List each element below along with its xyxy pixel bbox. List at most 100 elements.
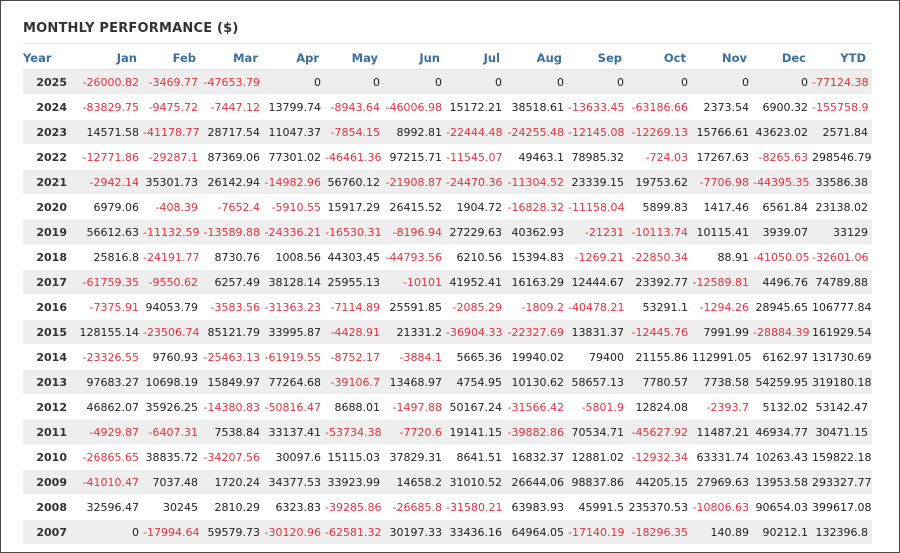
value-cell-jul: -2085.29 — [446, 294, 506, 320]
value-cell-sep: 23339.15 — [568, 169, 628, 195]
column-header-jan: Jan — [73, 47, 143, 70]
table-row: 2017 -61759.35 -9550.62 6257.49 38128.14 2595… — [23, 269, 872, 295]
value-cell-oct: -724.03 — [628, 144, 692, 170]
value-cell-nov: -2393.7 — [692, 394, 753, 420]
value-cell-aug: 40362.93 — [506, 219, 568, 245]
value-cell-apr: 33995.87 — [264, 319, 325, 345]
value-cell-jul: 4754.95 — [446, 369, 506, 395]
column-header-jul: Jul — [446, 47, 506, 70]
value-cell-feb: 94053.79 — [143, 294, 202, 320]
value-cell-mar: 15849.97 — [202, 369, 264, 395]
value-cell-may: 44303.45 — [325, 244, 384, 270]
table-row: 2022 -12771.86 -29287.1 87369.06 77301.02 -46… — [23, 144, 872, 170]
year-cell: 2007 — [23, 519, 73, 545]
value-cell-mar: -25463.13 — [202, 344, 264, 370]
value-cell-aug: -1809.2 — [506, 294, 568, 320]
table-row: 2019 56612.63 -11132.59 -13589.88 -24336.21-… — [23, 219, 872, 245]
value-cell-feb: -408.39 — [143, 194, 202, 220]
value-cell-may: 15115.03 — [325, 444, 384, 470]
value-cell-jul: -22444.48 — [446, 119, 506, 145]
value-cell-jun: -10101 — [384, 269, 446, 295]
value-cell-may: -7854.15 — [325, 119, 384, 145]
value-cell-mar: -34207.56 — [202, 444, 264, 470]
value-cell-ytd: 74789.88 — [812, 269, 872, 295]
value-cell-may: 0 — [325, 69, 384, 95]
value-cell-aug: -24255.48 — [506, 119, 568, 145]
year-cell: 2010 — [23, 444, 73, 470]
value-cell-jan: -26000.82 — [73, 69, 143, 95]
table-row: 2018 25816.8 -24191.77 8730.76 1008.56 44303.… — [23, 244, 872, 270]
value-cell-aug: 63983.93 — [506, 494, 568, 520]
value-cell-sep: 98837.86 — [568, 469, 628, 495]
panel-title: MONTHLY PERFORMANCE ($) — [23, 21, 239, 36]
year-cell: 2012 — [23, 394, 73, 420]
value-cell-jun: 37829.31 — [384, 444, 446, 470]
value-cell-sep: 70534.71 — [568, 419, 628, 445]
value-cell-oct: 53291.1 — [628, 294, 692, 320]
value-cell-mar: -14380.83 — [202, 394, 264, 420]
value-cell-aug: -16828.32 — [506, 194, 568, 220]
value-cell-mar: -7652.4 — [202, 194, 264, 220]
value-cell-oct: 0 — [628, 69, 692, 95]
value-cell-jun: 25591.85 — [384, 294, 446, 320]
value-cell-feb: -24191.77 — [143, 244, 202, 270]
value-cell-jan: 32596.47 — [73, 494, 143, 520]
value-cell-nov: 7738.58 — [692, 369, 753, 395]
value-cell-nov: -10806.63 — [692, 494, 753, 520]
value-cell-apr: 34377.53 — [264, 469, 325, 495]
value-cell-jun: -7720.6 — [384, 419, 446, 445]
value-cell-apr: 38128.14 — [264, 269, 325, 295]
year-cell: 2014 — [23, 344, 73, 370]
value-cell-aug: -11304.52 — [506, 169, 568, 195]
value-cell-mar: -3583.56 — [202, 294, 264, 320]
value-cell-ytd: 161929.54 — [812, 319, 872, 345]
value-cell-dec: 46934.77 — [753, 419, 812, 445]
value-cell-sep: -13633.45 — [568, 94, 628, 120]
value-cell-aug: 38518.61 — [506, 94, 568, 120]
value-cell-mar: 7538.84 — [202, 419, 264, 445]
column-header-mar: Mar — [202, 47, 264, 70]
value-cell-apr: 77264.68 — [264, 369, 325, 395]
value-cell-may: 56760.12 — [325, 169, 384, 195]
value-cell-ytd: 33129 — [812, 219, 872, 245]
value-cell-oct: 44205.15 — [628, 469, 692, 495]
value-cell-apr: 6323.83 — [264, 494, 325, 520]
value-cell-sep: -5801.9 — [568, 394, 628, 420]
year-cell: 2013 — [23, 369, 73, 395]
value-cell-sep: 12881.02 — [568, 444, 628, 470]
value-cell-jan: -23326.55 — [73, 344, 143, 370]
value-cell-mar: 87369.06 — [202, 144, 264, 170]
table-row: 2014 -23326.55 9760.93 -25463.13 -61919.55 -8… — [23, 344, 872, 370]
year-cell: 2018 — [23, 244, 73, 270]
value-cell-may: -39106.7 — [325, 369, 384, 395]
value-cell-ytd: 298546.79 — [812, 144, 872, 170]
table-header-row: Year Jan Feb Mar Apr May Jun Jul Aug Sep Oct Nov Dec… — [23, 47, 872, 70]
table-row: 2007 0 -17994.64 59579.73 -30120.96 -62581.32… — [23, 519, 872, 545]
value-cell-feb: -3469.77 — [143, 69, 202, 95]
value-cell-may: -16530.31 — [325, 219, 384, 245]
value-cell-jun: -26685.8 — [384, 494, 446, 520]
title-divider — [23, 43, 872, 44]
value-cell-ytd: 106777.84 — [812, 294, 872, 320]
value-cell-jul: 31010.52 — [446, 469, 506, 495]
value-cell-jul: 15172.21 — [446, 94, 506, 120]
value-cell-apr: -31363.23 — [264, 294, 325, 320]
value-cell-jun: -44793.56 — [384, 244, 446, 270]
value-cell-feb: 7037.48 — [143, 469, 202, 495]
value-cell-ytd: 132396.8 — [812, 519, 872, 545]
column-header-nov: Nov — [692, 47, 753, 70]
value-cell-apr: 1008.56 — [264, 244, 325, 270]
value-cell-nov: 27969.63 — [692, 469, 753, 495]
value-cell-nov: 15766.61 — [692, 119, 753, 145]
value-cell-dec: 0 — [753, 69, 812, 95]
value-cell-jan: 14571.58 — [73, 119, 143, 145]
value-cell-ytd: -155758.9 — [812, 94, 872, 120]
value-cell-apr: 13799.74 — [264, 94, 325, 120]
value-cell-jun: 13468.97 — [384, 369, 446, 395]
value-cell-dec: 90654.03 — [753, 494, 812, 520]
value-cell-may: -8752.17 — [325, 344, 384, 370]
column-header-ytd: YTD — [812, 47, 872, 70]
value-cell-jan: -7375.91 — [73, 294, 143, 320]
value-cell-mar: 6257.49 — [202, 269, 264, 295]
value-cell-nov: 63331.74 — [692, 444, 753, 470]
